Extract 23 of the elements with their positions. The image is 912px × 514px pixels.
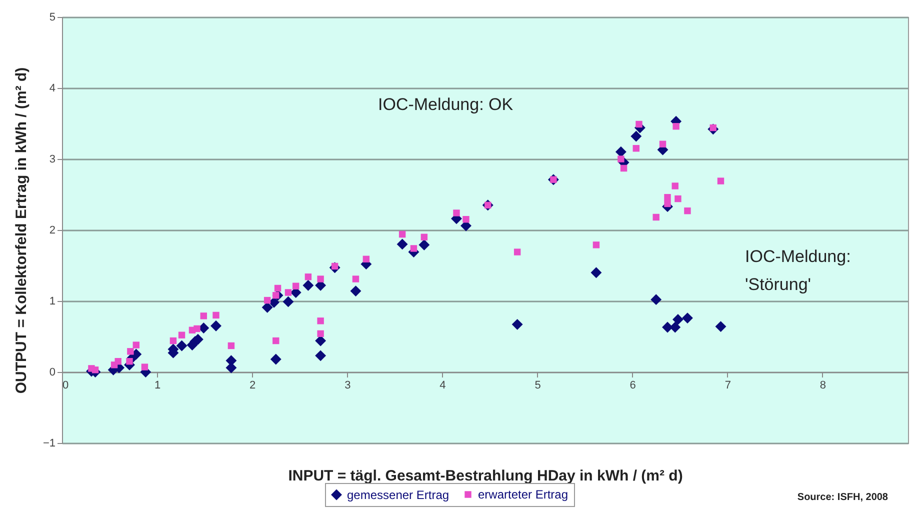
annotation: IOC-Meldung: 'Störung': [745, 247, 851, 294]
y-tick-label: 2: [49, 224, 56, 236]
y-tick-label: −1: [42, 438, 56, 450]
x-tick-label: 4: [440, 380, 446, 392]
legend-label: erwarteter Ertrag: [478, 488, 568, 502]
x-tick-label: 7: [724, 380, 731, 392]
y-tick-label: 0: [49, 366, 56, 378]
x-tick-label: 2: [250, 380, 256, 392]
y-tick-label: 1: [49, 296, 56, 308]
y-tick-label: 5: [49, 12, 56, 24]
x-tick-label: 1: [154, 380, 161, 392]
legend-label: gemessener Ertrag: [347, 488, 450, 502]
x-tick-label: 3: [344, 380, 351, 392]
y-tick-label: 4: [49, 82, 56, 94]
y-axis-title: OUTPUT = Kollektorfeld Ertrag in kWh / (m² d): [12, 67, 30, 394]
x-tick-label: 5: [534, 380, 541, 392]
annotation: IOC-Meldung: OK: [378, 95, 514, 114]
x-tick-label: 6: [630, 380, 636, 392]
x-axis-title: INPUT = tägl. Gesamt-Bestrahlung HDay in kWh / (m² d): [288, 468, 683, 484]
x-tick-label: 8: [820, 380, 826, 392]
x-tick-label: 0: [62, 380, 69, 392]
y-tick-label: 3: [49, 154, 56, 166]
source-note: Source: ISFH, 2008: [797, 492, 888, 503]
